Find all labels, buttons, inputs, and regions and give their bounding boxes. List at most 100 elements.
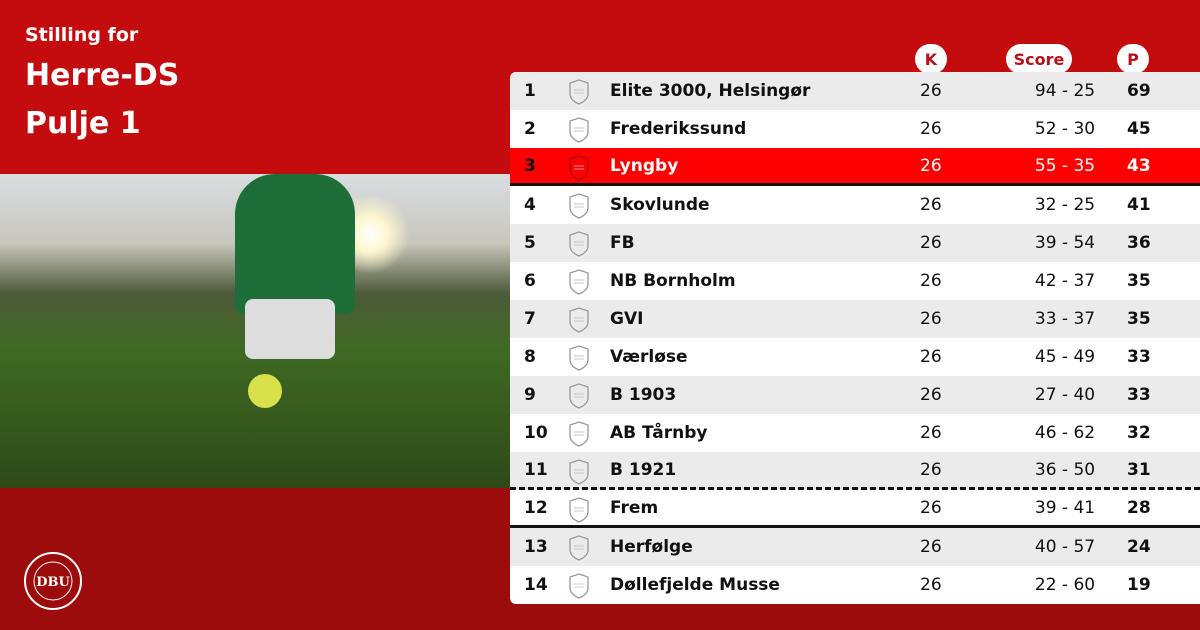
matches-played: 26 xyxy=(920,423,942,443)
goal-score: 40 - 57 xyxy=(1034,537,1096,557)
position: 3 xyxy=(524,155,536,176)
football-photo xyxy=(0,174,510,488)
points: 69 xyxy=(1127,81,1151,101)
table-row[interactable]: 13 Herfølge 26 40 - 57 24 xyxy=(510,528,1200,566)
position: 9 xyxy=(524,385,536,405)
matches-played: 26 xyxy=(920,119,942,139)
club-crest-icon xyxy=(569,307,589,333)
player xyxy=(235,174,355,314)
position: 8 xyxy=(524,347,536,367)
group-title: Pulje 1 xyxy=(25,106,141,141)
points: 33 xyxy=(1127,347,1151,367)
matches-played: 26 xyxy=(920,155,942,176)
table-row[interactable]: 1 Elite 3000, Helsingør 26 94 - 25 69 xyxy=(510,72,1200,110)
goal-score: 33 - 37 xyxy=(1034,309,1096,329)
matches-played: 26 xyxy=(920,575,942,595)
position: 2 xyxy=(524,119,536,139)
team-name[interactable]: B 1921 xyxy=(610,459,677,480)
table-row[interactable]: 11 B 1921 26 36 - 50 31 xyxy=(510,452,1200,490)
player-shorts xyxy=(245,299,335,359)
club-crest-icon xyxy=(569,193,589,219)
goal-score: 39 - 41 xyxy=(1034,497,1096,518)
points: 31 xyxy=(1127,459,1151,480)
goal-score: 94 - 25 xyxy=(1034,81,1096,101)
matches-played: 26 xyxy=(920,195,942,215)
table-row[interactable]: 10 AB Tårnby 26 46 - 62 32 xyxy=(510,414,1200,452)
column-header-k[interactable]: K xyxy=(915,44,947,74)
club-crest-icon xyxy=(569,459,589,485)
title-prefix: Stilling for xyxy=(25,24,139,46)
club-crest-icon xyxy=(569,269,589,295)
table-row[interactable]: 5 FB 26 39 - 54 36 xyxy=(510,224,1200,262)
goal-score: 52 - 30 xyxy=(1034,119,1096,139)
position: 11 xyxy=(524,459,548,480)
table-row[interactable]: 2 Frederikssund 26 52 - 30 45 xyxy=(510,110,1200,148)
team-name[interactable]: GVI xyxy=(610,309,644,329)
matches-played: 26 xyxy=(920,385,942,405)
table-row[interactable]: 6 NB Bornholm 26 42 - 37 35 xyxy=(510,262,1200,300)
position: 12 xyxy=(524,497,548,518)
table-row[interactable]: 8 Værløse 26 45 - 49 33 xyxy=(510,338,1200,376)
club-crest-icon xyxy=(569,231,589,257)
points: 19 xyxy=(1127,575,1151,595)
team-name[interactable]: Skovlunde xyxy=(610,195,710,215)
team-name[interactable]: Frederikssund xyxy=(610,119,747,139)
goal-score: 39 - 54 xyxy=(1034,233,1096,253)
club-crest-icon xyxy=(569,573,589,599)
team-name[interactable]: AB Tårnby xyxy=(610,423,708,443)
league-title: Herre-DS xyxy=(25,58,180,93)
table-row[interactable]: 14 Døllefjelde Musse 26 22 - 60 19 xyxy=(510,566,1200,604)
football xyxy=(248,374,282,408)
dbu-logo-icon: DBU xyxy=(24,552,82,610)
points: 36 xyxy=(1127,233,1151,253)
goal-score: 45 - 49 xyxy=(1034,347,1096,367)
team-name[interactable]: Herfølge xyxy=(610,537,693,557)
position: 10 xyxy=(524,423,548,443)
goal-score: 22 - 60 xyxy=(1034,575,1096,595)
table-row[interactable]: 3 Lyngby 26 55 - 35 43 xyxy=(510,148,1200,186)
points: 28 xyxy=(1127,497,1151,518)
table-row[interactable]: 4 Skovlunde 26 32 - 25 41 xyxy=(510,186,1200,224)
points: 35 xyxy=(1127,309,1151,329)
team-name[interactable]: B 1903 xyxy=(610,385,677,405)
club-crest-icon xyxy=(569,497,589,523)
team-name[interactable]: Værløse xyxy=(610,347,688,367)
team-name[interactable]: FB xyxy=(610,233,635,253)
club-crest-icon xyxy=(569,345,589,371)
position: 14 xyxy=(524,575,548,595)
standings-table: 1 Elite 3000, Helsingør 26 94 - 25 69 2 F… xyxy=(510,72,1200,604)
column-header-score[interactable]: Score xyxy=(1006,44,1072,74)
column-header-p[interactable]: P xyxy=(1117,44,1149,74)
position: 1 xyxy=(524,81,536,101)
club-crest-icon xyxy=(569,155,589,181)
matches-played: 26 xyxy=(920,347,942,367)
matches-played: 26 xyxy=(920,271,942,291)
position: 6 xyxy=(524,271,536,291)
position: 5 xyxy=(524,233,536,253)
matches-played: 26 xyxy=(920,81,942,101)
club-crest-icon xyxy=(569,383,589,409)
goal-score: 27 - 40 xyxy=(1034,385,1096,405)
points: 43 xyxy=(1127,155,1151,176)
goal-score: 36 - 50 xyxy=(1034,459,1096,480)
club-crest-icon xyxy=(569,421,589,447)
goal-score: 46 - 62 xyxy=(1034,423,1096,443)
team-name[interactable]: Elite 3000, Helsingør xyxy=(610,81,811,101)
team-name[interactable]: Frem xyxy=(610,497,659,518)
goal-score: 32 - 25 xyxy=(1034,195,1096,215)
club-crest-icon xyxy=(569,79,589,105)
table-row[interactable]: 7 GVI 26 33 - 37 35 xyxy=(510,300,1200,338)
matches-played: 26 xyxy=(920,309,942,329)
table-row[interactable]: 12 Frem 26 39 - 41 28 xyxy=(510,490,1200,528)
team-name[interactable]: Lyngby xyxy=(610,155,679,176)
team-name[interactable]: NB Bornholm xyxy=(610,271,736,291)
points: 24 xyxy=(1127,537,1151,557)
position: 13 xyxy=(524,537,548,557)
club-crest-icon xyxy=(569,535,589,561)
matches-played: 26 xyxy=(920,459,942,480)
points: 41 xyxy=(1127,195,1151,215)
team-name[interactable]: Døllefjelde Musse xyxy=(610,575,780,595)
table-row[interactable]: 9 B 1903 26 27 - 40 33 xyxy=(510,376,1200,414)
matches-played: 26 xyxy=(920,537,942,557)
goal-score: 55 - 35 xyxy=(1034,155,1096,176)
